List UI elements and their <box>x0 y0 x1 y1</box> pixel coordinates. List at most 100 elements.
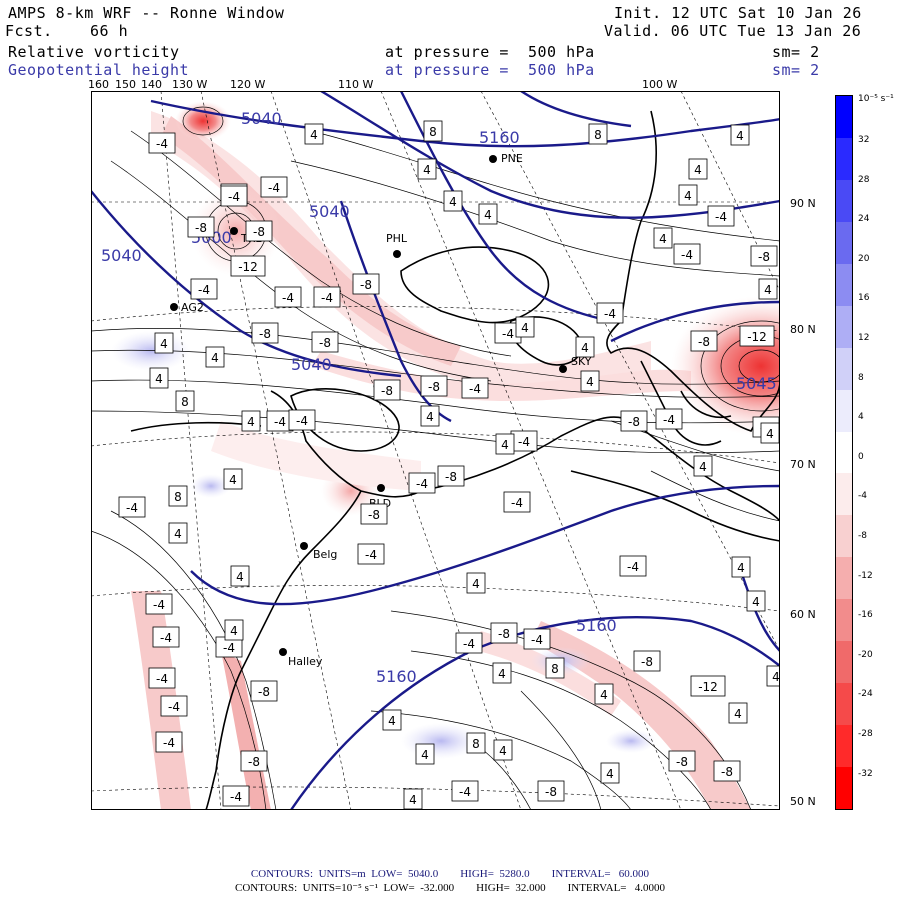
svg-text:4: 4 <box>160 337 168 351</box>
svg-text:4: 4 <box>174 527 182 541</box>
vorticity-label: 4 <box>728 702 748 724</box>
vorticity-label: -4 <box>461 377 489 399</box>
svg-text:4: 4 <box>606 767 614 781</box>
colorbar-tick-label: 32 <box>858 135 870 145</box>
vorticity-label: -4 <box>408 472 436 494</box>
vorticity-label: -4 <box>160 695 188 717</box>
svg-text:4: 4 <box>155 372 163 386</box>
station-label-ag2: AG2 <box>181 301 204 314</box>
station-dot[interactable] <box>489 155 497 163</box>
svg-text:4: 4 <box>236 570 244 584</box>
vorticity-label: -8 <box>250 680 278 702</box>
vorticity-label: -4 <box>148 667 176 689</box>
weather-map[interactable]: 5040 5040 5040 5000 5040 5160 5160 5160 … <box>91 91 780 810</box>
vorticity-label: 4 <box>493 739 513 761</box>
colorbar-segment <box>836 137 852 181</box>
svg-text:-8: -8 <box>319 336 331 350</box>
vorticity-label: -8 <box>750 245 778 267</box>
vorticity-label: -8 <box>690 330 718 352</box>
svg-text:-8: -8 <box>195 221 207 235</box>
vorticity-label-boxes: -4-4-4484448444-44-4-84-4-8-12-8-8-12-4-… <box>118 120 780 810</box>
vorticity-label: -4 <box>148 132 176 154</box>
forecast-hour: 66 h <box>90 22 129 40</box>
colorbar-tick-label: -12 <box>858 570 873 581</box>
station-markers <box>170 155 567 656</box>
height-label: 5160 <box>576 616 617 635</box>
station-label-halley: Halley <box>288 655 323 668</box>
svg-text:4: 4 <box>684 189 692 203</box>
vorticity-label: -4 <box>260 176 288 198</box>
vorticity-label: 4 <box>415 743 435 765</box>
vorticity-label: 4 <box>154 332 174 354</box>
svg-text:4: 4 <box>211 351 219 365</box>
vorticity-label: -8 <box>373 379 401 401</box>
vorticity-label: 4 <box>495 433 515 455</box>
colorbar-segment <box>836 347 852 391</box>
valid-time: Valid. 06 UTC Tue 13 Jan 26 <box>604 22 862 40</box>
svg-text:-4: -4 <box>511 496 523 510</box>
vorticity-label: 4 <box>230 565 250 587</box>
colorbar-unit: 10⁻⁵ s⁻¹ <box>858 94 894 104</box>
svg-text:-8: -8 <box>676 755 688 769</box>
model-title: AMPS 8-km WRF -- Ronne Window <box>8 4 285 22</box>
vorticity-label: 4 <box>653 227 673 249</box>
colorbar <box>835 95 853 810</box>
svg-text:-8: -8 <box>641 655 653 669</box>
lon-label-130w: 130 W <box>172 78 208 91</box>
svg-text:-4: -4 <box>604 307 616 321</box>
height-label: 5160 <box>479 128 520 147</box>
vorticity-label: 4 <box>731 556 751 578</box>
colorbar-segment <box>836 305 852 349</box>
station-dot[interactable] <box>170 303 178 311</box>
vorticity-label: 4 <box>746 590 766 612</box>
height-label: 5040 <box>309 202 350 221</box>
field1-level: at pressure = 500 hPa <box>385 43 595 61</box>
vorticity-label: -4 <box>707 205 735 227</box>
station-dot[interactable] <box>377 484 385 492</box>
vorticity-label: -4 <box>510 430 538 452</box>
vorticity-label: -4 <box>145 593 173 615</box>
height-label: 5040 <box>241 109 282 128</box>
colorbar-tick-label: -24 <box>858 689 873 700</box>
vorticity-label: -8 <box>620 410 648 432</box>
vorticity-label: -8 <box>537 780 565 802</box>
colorbar-tick-label: -8 <box>858 531 867 541</box>
station-dot[interactable] <box>393 250 401 258</box>
svg-text:-8: -8 <box>381 384 393 398</box>
vorticity-label: 4 <box>443 190 463 212</box>
vorticity-label: 4 <box>223 468 243 490</box>
vorticity-label: -4 <box>673 243 701 265</box>
svg-text:-8: -8 <box>498 627 510 641</box>
svg-text:4: 4 <box>659 232 667 246</box>
vorticity-label: -8 <box>490 622 518 644</box>
svg-text:-4: -4 <box>160 631 172 645</box>
vorticity-label: 4 <box>382 709 402 731</box>
svg-text:-4: -4 <box>715 210 727 224</box>
svg-text:-4: -4 <box>663 413 675 427</box>
svg-text:-8: -8 <box>628 415 640 429</box>
vorticity-label: -4 <box>655 408 683 430</box>
station-dot[interactable] <box>559 365 567 373</box>
svg-text:-4: -4 <box>416 477 428 491</box>
lat-label-70n: 70 N <box>790 458 816 471</box>
svg-text:-4: -4 <box>531 633 543 647</box>
lat-label-60n: 60 N <box>790 608 816 621</box>
station-dot[interactable] <box>230 227 238 235</box>
vorticity-label: 4 <box>766 665 780 687</box>
station-dot[interactable] <box>279 648 287 656</box>
colorbar-tick-label: 12 <box>858 333 870 343</box>
station-dot[interactable] <box>300 542 308 550</box>
svg-text:4: 4 <box>499 744 507 758</box>
colorbar-segment <box>836 683 852 726</box>
vorticity-label: -12 <box>230 255 266 277</box>
vorticity-label: -4 <box>288 409 316 431</box>
svg-text:-4: -4 <box>459 785 471 799</box>
init-time: Init. 12 UTC Sat 10 Jan 26 <box>614 4 862 22</box>
svg-text:-12: -12 <box>698 680 718 694</box>
lon-label-100w: 100 W <box>642 78 678 91</box>
svg-text:-4: -4 <box>681 248 693 262</box>
colorbar-tick-label: 4 <box>858 412 864 423</box>
vorticity-label: 4 <box>492 662 512 684</box>
vorticity-label: -8 <box>437 465 465 487</box>
colorbar-segment <box>836 473 852 516</box>
